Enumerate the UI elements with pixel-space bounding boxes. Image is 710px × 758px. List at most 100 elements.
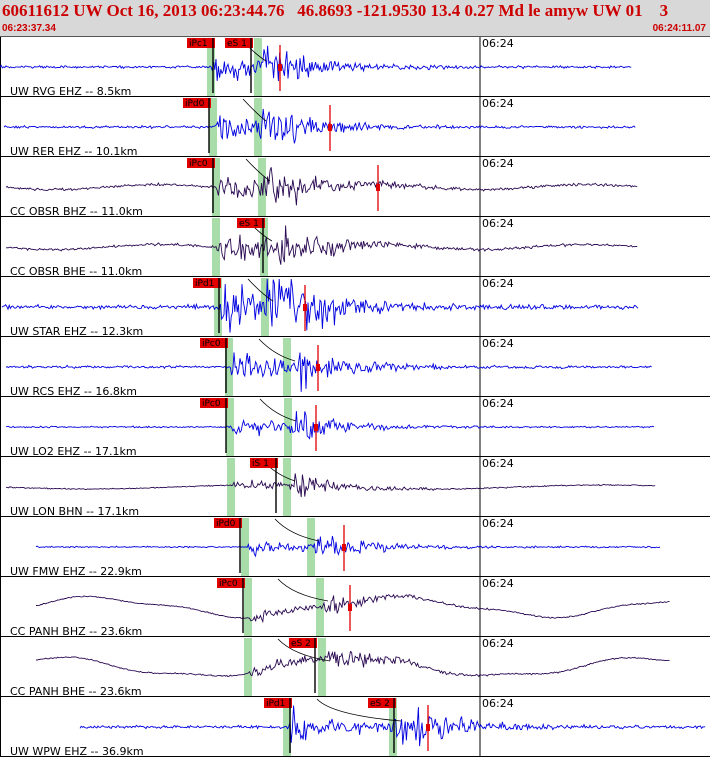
phase-window bbox=[283, 338, 291, 396]
phase-window bbox=[284, 398, 292, 456]
phase-pick[interactable]: iPc0 bbox=[200, 398, 228, 453]
trace-panel: 06:24 iPc0 UW LO2 EHZ -- 17.1km bbox=[0, 397, 710, 458]
phase-pick-flag bbox=[187, 38, 215, 48]
phase-pick-label: iPd1 bbox=[195, 279, 214, 289]
trace-label: UW FMW EHZ -- 22.9km bbox=[10, 565, 142, 578]
time-tick-label: 06:24 bbox=[482, 637, 514, 650]
phase-window bbox=[260, 218, 268, 276]
waveform-line bbox=[5, 473, 656, 498]
trace-label: CC OBSR BHZ -- 11.0km bbox=[10, 205, 143, 218]
phase-pick[interactable]: iPc0 bbox=[217, 578, 245, 633]
phase-pick[interactable]: iPc1 bbox=[187, 38, 215, 93]
waveform-line bbox=[5, 411, 655, 440]
time-tick-label: 06:24 bbox=[482, 517, 514, 530]
trace-panel: 06:24 iPc0 CC OBSR BHZ -- 11.0km bbox=[0, 157, 710, 218]
trace-label: UW RVG EHZ -- 8.5km bbox=[10, 85, 131, 98]
phase-pick-flag bbox=[200, 398, 228, 408]
phase-pick[interactable]: iPd0 bbox=[214, 518, 242, 573]
phase-window bbox=[227, 458, 235, 516]
trace-label: UW LO2 EHZ -- 17.1km bbox=[10, 445, 137, 458]
phase-window bbox=[209, 98, 217, 156]
phase-pick-flag bbox=[250, 458, 278, 468]
phase-pick-flag bbox=[368, 698, 396, 708]
amplitude-marker-box bbox=[348, 604, 352, 611]
waveform-line bbox=[5, 225, 638, 265]
trace-panel: 06:24 iPd0 UW FMW EHZ -- 22.9km bbox=[0, 517, 710, 578]
time-tick-label: 06:24 bbox=[482, 217, 514, 230]
waveform-line bbox=[5, 352, 652, 392]
trace-label: CC PANH BHZ -- 23.6km bbox=[10, 625, 142, 638]
time-tick-label: 06:24 bbox=[482, 277, 514, 290]
trace-label: UW STAR EHZ -- 12.3km bbox=[10, 325, 143, 338]
phase-pick[interactable]: iPd0 bbox=[183, 98, 211, 153]
time-tick-label: 06:24 bbox=[482, 337, 514, 350]
amplitude-marker-box bbox=[278, 64, 282, 71]
phase-pick[interactable]: iPc0 bbox=[187, 158, 215, 213]
phase-pick[interactable]: iPc0 bbox=[200, 338, 228, 393]
seismogram-plot: 06:24 iPc1 eS 1 UW RVG EHZ -- 8.5km 06:24 iPd… bbox=[0, 37, 710, 758]
trace-label: UW RER EHZ -- 10.1km bbox=[10, 145, 137, 158]
phase-pick-flag bbox=[289, 638, 317, 648]
time-tick-label: 06:24 bbox=[482, 97, 514, 110]
phase-pick-label: iPd0 bbox=[216, 519, 236, 529]
phase-window bbox=[307, 518, 315, 576]
trace-label: CC PANH BHE -- 23.6km bbox=[10, 685, 142, 698]
amplitude-marker-box bbox=[328, 124, 332, 131]
phase-window bbox=[244, 578, 252, 636]
trace-panel: 06:24 eS 2 CC PANH BHE -- 23.6km bbox=[0, 637, 710, 698]
phase-pick-flag bbox=[237, 218, 265, 228]
phase-pick[interactable]: iS 1 bbox=[250, 458, 278, 513]
event-title: 60611612 UW Oct 16, 2013 06:23:44.76 46.… bbox=[2, 1, 669, 20]
trace-panel: 06:24 eS 1 CC OBSR BHE -- 11.0km bbox=[0, 217, 710, 278]
phase-window bbox=[254, 38, 262, 96]
phase-pick-label: iS 1 bbox=[252, 459, 269, 469]
arrival-curve bbox=[277, 638, 331, 662]
waveform-line bbox=[5, 167, 638, 206]
phase-window bbox=[318, 638, 326, 696]
arrival-curve bbox=[316, 698, 402, 722]
phase-pick[interactable]: iPd1 bbox=[193, 278, 221, 333]
arrival-curve bbox=[242, 98, 267, 122]
phase-window bbox=[283, 458, 291, 516]
trace-panel: 06:24 iPd1 eS 2 UW WPW EHZ -- 36.9km bbox=[0, 697, 710, 758]
phase-pick[interactable]: iPd1 bbox=[264, 698, 292, 753]
phase-pick[interactable]: eS 1 bbox=[237, 218, 265, 273]
phase-pick-label: eS 2 bbox=[291, 639, 311, 649]
arrival-curve bbox=[277, 578, 329, 602]
amplitude-marker-box bbox=[316, 364, 320, 371]
phase-pick-flag bbox=[217, 578, 245, 588]
phase-pick-label: eS 1 bbox=[239, 219, 259, 229]
phase-pick-label: iPc0 bbox=[219, 579, 238, 589]
header: 60611612 UW Oct 16, 2013 06:23:44.76 46.… bbox=[0, 0, 710, 37]
trace-label: CC OBSR BHE -- 11.0km bbox=[10, 265, 142, 278]
phase-pick[interactable]: eS 1 bbox=[225, 38, 253, 93]
phase-window bbox=[244, 638, 252, 696]
trace-label: UW WPW EHZ -- 36.9km bbox=[10, 745, 144, 758]
phase-pick-label: iPc1 bbox=[189, 39, 208, 49]
phase-window bbox=[261, 278, 269, 336]
amplitude-marker-box bbox=[426, 724, 430, 731]
phase-pick-flag bbox=[200, 338, 228, 348]
waveform-line bbox=[35, 535, 661, 558]
phase-pick[interactable]: eS 2 bbox=[368, 698, 396, 753]
time-tick-label: 06:24 bbox=[482, 37, 514, 50]
waveform-line bbox=[3, 108, 636, 144]
trace-panel: 06:24 iS 1 UW LON BHN -- 17.1km bbox=[0, 457, 710, 518]
phase-pick-label: iPc0 bbox=[189, 159, 208, 169]
amplitude-marker-box bbox=[376, 184, 380, 191]
waveform-line bbox=[35, 593, 670, 624]
waveform-line bbox=[0, 45, 632, 82]
time-tick-label: 06:24 bbox=[482, 697, 514, 710]
phase-window bbox=[214, 278, 222, 336]
trace-panel: 06:24 iPd1 UW STAR EHZ -- 12.3km bbox=[0, 277, 710, 338]
trace-panel: 06:24 iPd0 UW RER EHZ -- 10.1km bbox=[0, 97, 710, 158]
phase-pick[interactable]: eS 2 bbox=[289, 638, 317, 693]
trace-label: UW LON BHN -- 17.1km bbox=[10, 505, 139, 518]
arrival-curve bbox=[274, 518, 320, 542]
trace-panel: 06:24 iPc0 UW RCS EHZ -- 16.8km bbox=[0, 337, 710, 398]
time-tick-label: 06:24 bbox=[482, 577, 514, 590]
amplitude-marker-box bbox=[303, 304, 307, 311]
time-tick-label: 06:24 bbox=[482, 157, 514, 170]
start-time: 06:23:37.34 bbox=[2, 23, 56, 34]
phase-pick-label: iPd0 bbox=[185, 99, 205, 109]
